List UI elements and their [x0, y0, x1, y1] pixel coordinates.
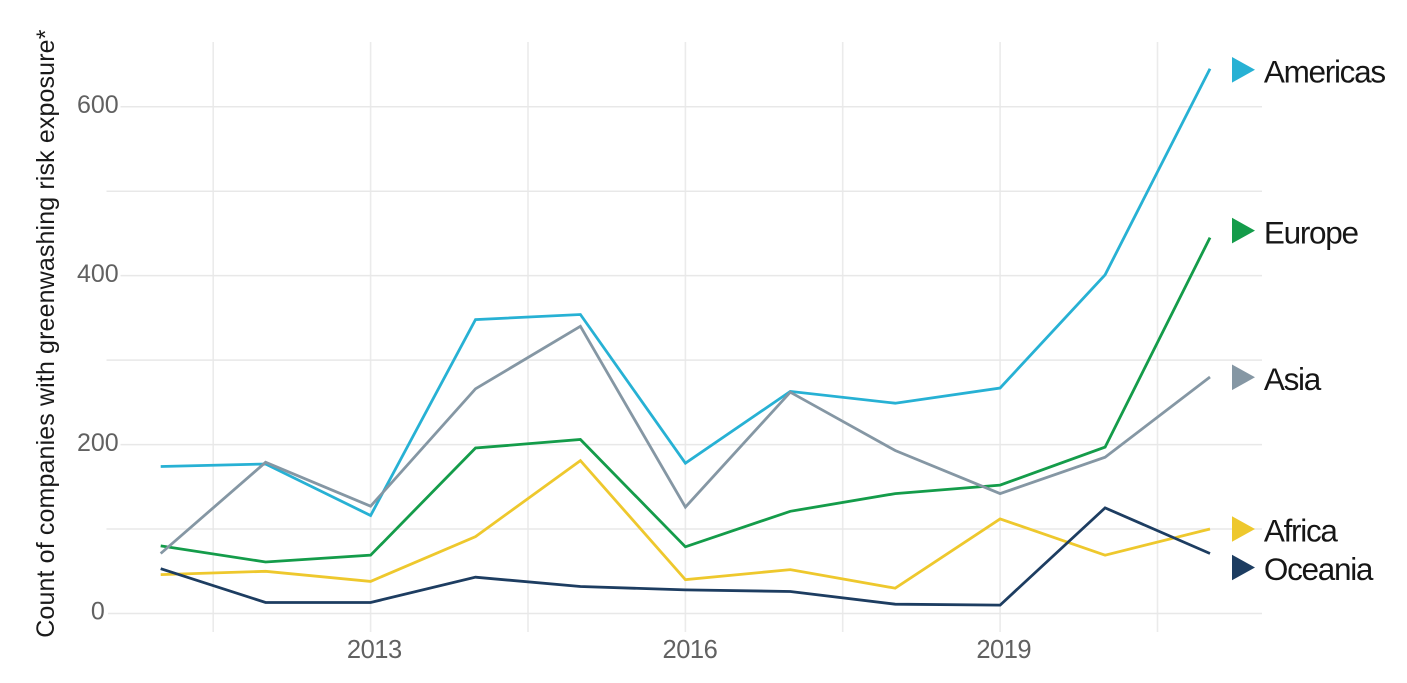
svg-text:2019: 2019 [976, 636, 1031, 664]
svg-text:Oceania: Oceania [1264, 551, 1374, 587]
svg-text:600: 600 [77, 91, 119, 119]
svg-text:2016: 2016 [663, 636, 718, 664]
svg-text:Count of companies with greenw: Count of companies with greenwashing ris… [32, 29, 60, 637]
svg-text:0: 0 [91, 598, 105, 626]
svg-text:Africa: Africa [1264, 513, 1339, 549]
svg-text:Asia: Asia [1264, 361, 1322, 397]
svg-text:Europe: Europe [1264, 214, 1359, 250]
svg-text:200: 200 [77, 429, 119, 457]
svg-text:Americas: Americas [1264, 54, 1385, 90]
svg-text:400: 400 [77, 260, 119, 288]
svg-text:2013: 2013 [347, 636, 402, 664]
